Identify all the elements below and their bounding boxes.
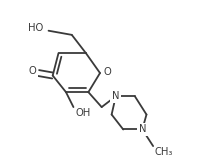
Text: N: N [139,124,146,134]
Text: HO: HO [28,23,44,33]
Text: O: O [29,66,37,76]
Text: N: N [112,91,120,101]
Text: CH₃: CH₃ [154,147,173,157]
Text: OH: OH [75,108,90,118]
Text: O: O [104,67,111,77]
